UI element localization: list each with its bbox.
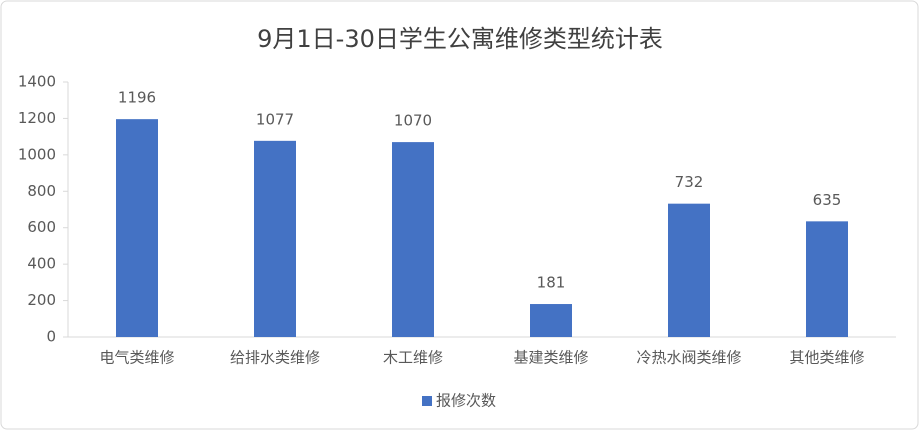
legend-swatch (422, 396, 432, 406)
bar (530, 304, 572, 337)
data-label: 635 (813, 191, 842, 209)
bar (254, 140, 296, 337)
data-label: 732 (675, 173, 704, 191)
y-tick-label: 0 (46, 328, 56, 346)
data-label: 181 (537, 274, 566, 292)
x-tick-label: 基建类维修 (513, 349, 588, 367)
y-tick-label: 600 (27, 218, 56, 236)
y-tick-label: 1200 (18, 109, 56, 127)
bar (116, 119, 158, 338)
bar (806, 221, 848, 337)
y-tick-label: 200 (27, 291, 56, 309)
x-tick-label: 木工维修 (383, 349, 443, 367)
y-tick-label: 800 (27, 182, 56, 200)
legend-label: 报修次数 (436, 392, 496, 410)
data-label: 1070 (394, 112, 432, 130)
x-tick-label: 电气类维修 (99, 349, 174, 367)
y-tick-label: 1400 (18, 73, 56, 91)
chart-title: 9月1日-30日学生公寓维修类型统计表 (257, 25, 663, 53)
data-label: 1077 (256, 110, 294, 128)
y-tick-label: 1000 (18, 145, 56, 163)
x-tick-label: 冷热水阀类维修 (636, 349, 741, 367)
bar (668, 203, 710, 337)
x-tick-label: 其他类维修 (789, 349, 864, 367)
bar (392, 142, 434, 337)
data-label: 1196 (118, 89, 156, 107)
y-tick-label: 400 (27, 255, 56, 273)
x-tick-label: 给排水类维修 (230, 349, 320, 367)
